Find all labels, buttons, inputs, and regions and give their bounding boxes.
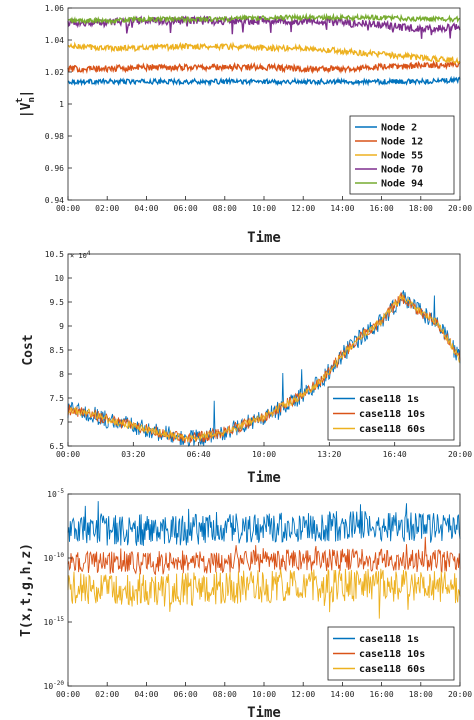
x-tick-label: 20:00 <box>448 450 472 459</box>
svg-text:|Vnt|: |Vnt| <box>15 90 37 118</box>
y-tick-label: 10 <box>54 274 64 283</box>
x-tick-label: 06:40 <box>187 450 211 459</box>
voltage-y-ticks: 0.94 0.96 0.98 1 1.02 1.04 1.06 <box>45 4 72 205</box>
x-tick-label: 16:40 <box>383 450 407 459</box>
y-tick-label: 0.94 <box>45 196 64 205</box>
x-tick-label: 02:00 <box>95 690 119 699</box>
series-line <box>67 41 461 65</box>
y-tick-label: 0.98 <box>45 132 64 141</box>
series-line <box>67 536 461 576</box>
x-tick-label: 10:00 <box>252 690 276 699</box>
x-tick-label: 00:00 <box>56 450 80 459</box>
y-tick-label: 1.04 <box>45 36 64 45</box>
legend-label: Node 2 <box>381 123 417 134</box>
y-tick-label: 0.96 <box>45 164 64 173</box>
legend-label: case118 1s <box>359 634 419 645</box>
x-tick-label: 16:00 <box>370 204 394 213</box>
y-tick-label: 10-20 <box>44 680 65 691</box>
objective-y-axis-label: T(x,t,g,h,z) <box>19 543 34 637</box>
series-line <box>67 12 460 26</box>
voltage-x-axis-label: Time <box>247 230 281 246</box>
y-tick-label: 7.5 <box>50 394 65 403</box>
legend-label: case118 60s <box>359 424 425 435</box>
x-tick-label: 18:00 <box>409 204 433 213</box>
legend-label: case118 1s <box>359 394 419 405</box>
x-tick-label: 20:00 <box>448 204 472 213</box>
y-tick-label: 6.5 <box>50 442 65 451</box>
series-line <box>67 501 461 546</box>
x-tick-label: 14:00 <box>330 690 354 699</box>
cost-y-axis-label: Cost <box>21 334 36 365</box>
legend-label: Node 12 <box>381 137 423 148</box>
voltage-chart: 00:00 02:00 04:00 06:00 08:00 10:00 12:00 14:00… <box>15 4 472 246</box>
y-tick-label: 1 <box>59 100 64 109</box>
x-tick-label: 16:00 <box>370 690 394 699</box>
cost-legend: case118 1s case118 10s case118 60s <box>327 386 455 441</box>
x-tick-label: 02:00 <box>95 204 119 213</box>
x-tick-label: 06:00 <box>174 204 198 213</box>
y-tick-label: 10-10 <box>44 552 65 563</box>
y-tick-label: 9.5 <box>50 298 65 307</box>
legend-label: case118 60s <box>359 664 425 675</box>
cost-chart: 00:00 03:20 06:40 10:00 13:20 16:40 20:00 6.5 7… <box>21 250 472 486</box>
series-line <box>67 14 461 39</box>
y-tick-label: 10.5 <box>45 250 64 259</box>
x-tick-label: 00:00 <box>56 690 80 699</box>
objective-x-ticks: 00:00 02:00 04:00 06:00 08:00 10:00 12:00 14:00… <box>56 682 472 699</box>
voltage-legend: Node 2 Node 12 Node 55 Node 70 Node 94 <box>349 115 455 195</box>
series-line <box>67 568 461 619</box>
voltage-y-axis-label: |Vnt| <box>15 90 37 118</box>
x-tick-label: 08:00 <box>213 204 237 213</box>
x-tick-label: 12:00 <box>291 204 315 213</box>
x-tick-label: 00:00 <box>56 204 80 213</box>
objective-series-lines <box>67 501 461 619</box>
x-tick-label: 10:00 <box>252 204 276 213</box>
cost-x-ticks: 00:00 03:20 06:40 10:00 13:20 16:40 20:00 <box>56 442 472 459</box>
x-tick-label: 10:00 <box>252 450 276 459</box>
x-tick-label: 14:00 <box>330 204 354 213</box>
voltage-x-ticks: 00:00 02:00 04:00 06:00 08:00 10:00 12:00 14:00… <box>56 196 472 213</box>
x-tick-label: 04:00 <box>134 204 158 213</box>
x-tick-label: 12:00 <box>291 690 315 699</box>
y-tick-label: 8.5 <box>50 346 65 355</box>
cost-exponent-label: × 104 <box>70 250 91 260</box>
objective-legend: case118 1s case118 10s case118 60s <box>327 626 455 681</box>
series-line <box>67 294 461 443</box>
legend-label: Node 70 <box>381 165 423 176</box>
legend-label: case118 10s <box>359 649 425 660</box>
x-tick-label: 03:20 <box>121 450 145 459</box>
legend-label: Node 94 <box>381 179 423 190</box>
series-line <box>67 59 461 75</box>
x-tick-label: 06:00 <box>174 690 198 699</box>
objective-y-ticks: 10-5 10-10 10-15 10-20 <box>44 488 72 691</box>
voltage-series-lines <box>67 12 461 87</box>
legend-label: Node 55 <box>381 151 423 162</box>
y-tick-label: 8 <box>59 370 64 379</box>
x-tick-label: 04:00 <box>134 690 158 699</box>
cost-series-lines <box>67 290 461 447</box>
y-tick-label: 10-5 <box>47 488 64 499</box>
legend-label: case118 10s <box>359 409 425 420</box>
y-tick-label: 9 <box>59 322 64 331</box>
y-tick-label: 1.06 <box>45 4 64 13</box>
x-tick-label: 13:20 <box>317 450 341 459</box>
x-tick-label: 18:00 <box>409 690 433 699</box>
y-tick-label: 1.02 <box>45 68 64 77</box>
cost-x-axis-label: Time <box>247 470 281 486</box>
series-line <box>67 75 461 87</box>
x-tick-label: 08:00 <box>213 690 237 699</box>
x-tick-label: 20:00 <box>448 690 472 699</box>
objective-x-axis-label: Time <box>247 705 281 720</box>
y-tick-label: 10-15 <box>44 616 65 627</box>
objective-chart: 00:00 02:00 04:00 06:00 08:00 10:00 12:00 14:00… <box>19 488 472 720</box>
cost-y-ticks: 6.5 7 7.5 8 8.5 9 9.5 10 10.5 <box>45 250 72 451</box>
y-tick-label: 7 <box>59 418 64 427</box>
